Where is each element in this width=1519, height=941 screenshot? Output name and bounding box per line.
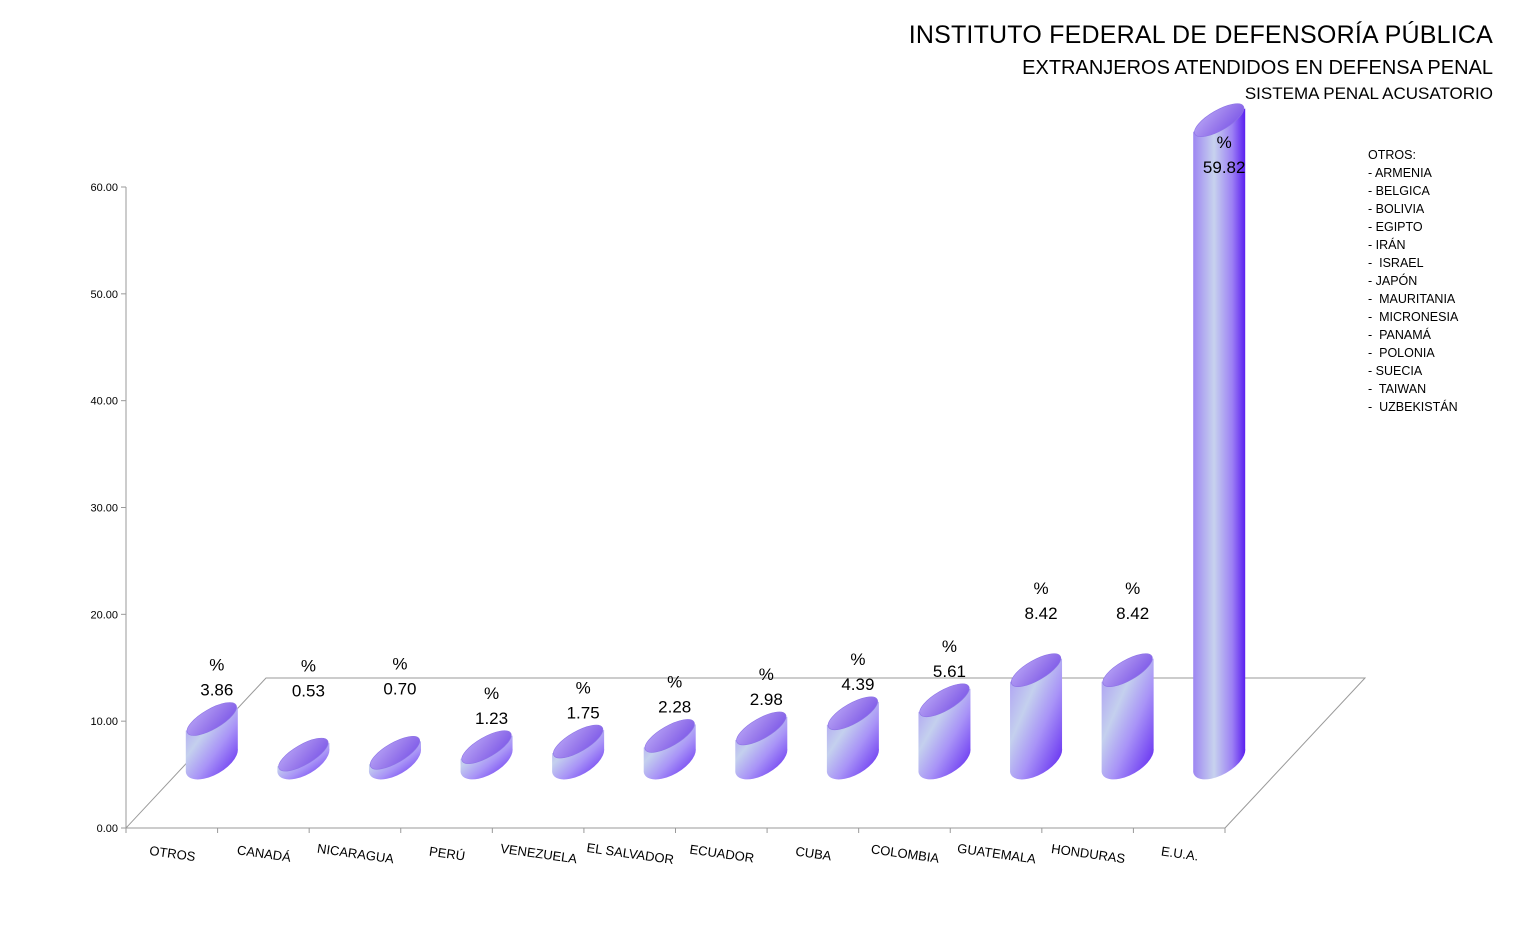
data-label: 4.39: [841, 675, 874, 694]
bar-cap: [461, 730, 512, 764]
data-label-prefix: %: [209, 656, 224, 675]
x-tick-label: COLOMBIA: [870, 841, 940, 865]
x-tick-label: PERÚ: [428, 844, 466, 864]
bars-layer: [185, 103, 1246, 780]
bar-cap: [644, 719, 695, 753]
bar-4: [552, 724, 605, 780]
y-tick-label: 40.00: [90, 396, 118, 408]
bar-1: [277, 737, 330, 780]
bar-11: [1193, 103, 1246, 780]
bar-body: [1010, 658, 1063, 780]
y-tick-label: 20.00: [90, 609, 118, 621]
chart-subtitle: EXTRANJEROS ATENDIDOS EN DEFENSA PENAL: [1022, 57, 1493, 79]
x-tick-label: HONDURAS: [1050, 841, 1126, 866]
data-label: 0.70: [383, 680, 416, 699]
data-label-prefix: %: [392, 655, 407, 674]
otros-item: - PANAMÁ: [1368, 328, 1431, 342]
x-tick-label: VENEZUELA: [499, 841, 578, 867]
otros-item: - ARMENIA: [1368, 166, 1432, 180]
y-tick-label: 0.00: [97, 823, 118, 835]
labels-layer: OTROS CANADÁ NICARAGUA PERÚ VENEZUELA EL SALV…: [148, 133, 1245, 867]
otros-item: - BOLIVIA: [1368, 202, 1425, 216]
bar-cap: [827, 696, 878, 731]
bar-cap: [1102, 653, 1153, 687]
data-label-prefix: %: [942, 637, 957, 656]
bar-cap: [186, 702, 237, 736]
data-label: 0.53: [292, 681, 325, 700]
data-label: 2.98: [750, 690, 783, 709]
bar-6: [735, 711, 788, 780]
data-label: 3.86: [200, 681, 233, 700]
bar-5: [643, 719, 696, 780]
otros-item: - MICRONESIA: [1368, 310, 1459, 324]
x-tick-label: ECUADOR: [689, 842, 755, 866]
chart-subtitle-2: SISTEMA PENAL ACUSATORIO: [1244, 84, 1493, 103]
data-label: 1.23: [475, 709, 508, 728]
otros-list: - ARMENIA - BELGICA - BOLIVIA - EGIPTO - IRÁ…: [1368, 164, 1458, 416]
bar-7: [826, 696, 879, 780]
bar-body: [1101, 658, 1154, 780]
data-label: 59.82: [1203, 158, 1246, 177]
otros-note: OTROS: - ARMENIA - BELGICA - BOLIVIA - EGIP…: [1368, 146, 1458, 416]
data-label: 5.61: [933, 662, 966, 681]
bar-body: [735, 716, 788, 780]
x-tick-label: E.U.A.: [1160, 844, 1199, 864]
otros-item: - MAURITANIA: [1368, 292, 1456, 306]
chart-title: INSTITUTO FEDERAL DE DEFENSORÍA PÚBLICA: [908, 21, 1493, 49]
bar-cap: [278, 737, 329, 772]
otros-item: - POLONIA: [1368, 346, 1435, 360]
x-tick-label: EL SALVADOR: [586, 840, 675, 867]
data-label-prefix: %: [1217, 133, 1232, 152]
bar-cap: [369, 736, 421, 770]
x-tick-label: CANADÁ: [236, 842, 292, 864]
otros-item: - IRÁN: [1368, 238, 1406, 252]
bar-cap: [1194, 103, 1245, 137]
data-label-prefix: %: [667, 673, 682, 692]
bar-10: [1101, 653, 1154, 780]
otros-item: - UZBEKISTÁN: [1368, 400, 1458, 414]
otros-item: - BELGICA: [1368, 184, 1430, 198]
otros-heading: OTROS:: [1368, 148, 1416, 162]
bar-2: [368, 736, 422, 780]
bar-3: [460, 730, 513, 780]
bar-cap: [919, 683, 970, 718]
x-tick-label: GUATEMALA: [956, 841, 1037, 867]
y-tick-label: 30.00: [90, 503, 118, 515]
data-label: 8.42: [1116, 604, 1149, 623]
y-tick-label: 50.00: [90, 289, 118, 301]
data-label-prefix: %: [576, 678, 591, 697]
y-tick-label: 10.00: [90, 716, 118, 728]
bar-8: [918, 683, 971, 780]
axes-layer: 0.00 10.00 20.00 30.00 40.00 50.00 60.00: [90, 182, 1367, 835]
data-label: 1.75: [567, 703, 600, 722]
data-label-prefix: %: [484, 684, 499, 703]
bar-9: [1010, 653, 1063, 780]
otros-item: - EGIPTO: [1368, 220, 1423, 234]
data-label-prefix: %: [1033, 579, 1048, 598]
y-tick-label: 60.00: [90, 182, 118, 194]
data-label-prefix: %: [850, 650, 865, 669]
bar-0: [185, 702, 238, 780]
data-label-prefix: %: [301, 656, 316, 675]
x-tick-label: NICARAGUA: [316, 841, 395, 867]
x-tick-label: CUBA: [795, 844, 833, 864]
data-label: 2.28: [658, 698, 691, 717]
otros-item: - JAPÓN: [1368, 274, 1418, 288]
data-label: 8.42: [1024, 604, 1057, 623]
bar-body: [1193, 108, 1246, 780]
otros-item: - TAIWAN: [1368, 382, 1427, 396]
bar-cap: [553, 724, 604, 759]
data-label-prefix: %: [1125, 579, 1140, 598]
otros-item: - ISRAEL: [1368, 256, 1424, 270]
bar-cap: [1010, 653, 1062, 687]
bar-cap: [736, 711, 787, 746]
data-label-prefix: %: [759, 665, 774, 684]
chart-titles: INSTITUTO FEDERAL DE DEFENSORÍA PÚBLICA …: [909, 18, 1493, 106]
x-tick-label: OTROS: [148, 843, 196, 864]
otros-item: - SUECIA: [1368, 364, 1423, 378]
